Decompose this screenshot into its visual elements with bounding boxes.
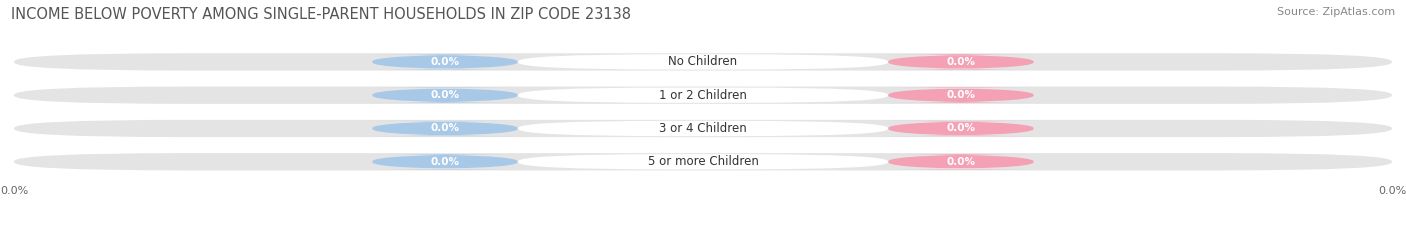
Text: 0.0%: 0.0% bbox=[946, 157, 976, 167]
FancyBboxPatch shape bbox=[367, 88, 523, 103]
FancyBboxPatch shape bbox=[883, 121, 1039, 136]
Text: INCOME BELOW POVERTY AMONG SINGLE-PARENT HOUSEHOLDS IN ZIP CODE 23138: INCOME BELOW POVERTY AMONG SINGLE-PARENT… bbox=[11, 7, 631, 22]
Text: 0.0%: 0.0% bbox=[430, 157, 460, 167]
Text: 0.0%: 0.0% bbox=[946, 57, 976, 67]
FancyBboxPatch shape bbox=[14, 153, 1392, 170]
FancyBboxPatch shape bbox=[517, 121, 889, 136]
FancyBboxPatch shape bbox=[14, 53, 1392, 71]
Text: 0.0%: 0.0% bbox=[946, 90, 976, 100]
Text: 3 or 4 Children: 3 or 4 Children bbox=[659, 122, 747, 135]
Text: 0.0%: 0.0% bbox=[946, 123, 976, 134]
FancyBboxPatch shape bbox=[883, 88, 1039, 103]
FancyBboxPatch shape bbox=[367, 154, 523, 169]
Text: 0.0%: 0.0% bbox=[430, 90, 460, 100]
Text: 0.0%: 0.0% bbox=[430, 123, 460, 134]
Text: No Children: No Children bbox=[668, 55, 738, 69]
Text: Source: ZipAtlas.com: Source: ZipAtlas.com bbox=[1277, 7, 1395, 17]
Text: 5 or more Children: 5 or more Children bbox=[648, 155, 758, 168]
FancyBboxPatch shape bbox=[517, 54, 889, 69]
FancyBboxPatch shape bbox=[367, 121, 523, 136]
FancyBboxPatch shape bbox=[367, 54, 523, 69]
FancyBboxPatch shape bbox=[883, 154, 1039, 169]
FancyBboxPatch shape bbox=[14, 120, 1392, 137]
Text: 1 or 2 Children: 1 or 2 Children bbox=[659, 89, 747, 102]
Text: 0.0%: 0.0% bbox=[430, 57, 460, 67]
FancyBboxPatch shape bbox=[883, 54, 1039, 69]
Legend: Single Father, Single Mother: Single Father, Single Mother bbox=[600, 230, 806, 233]
FancyBboxPatch shape bbox=[14, 86, 1392, 104]
FancyBboxPatch shape bbox=[517, 88, 889, 103]
FancyBboxPatch shape bbox=[517, 154, 889, 169]
